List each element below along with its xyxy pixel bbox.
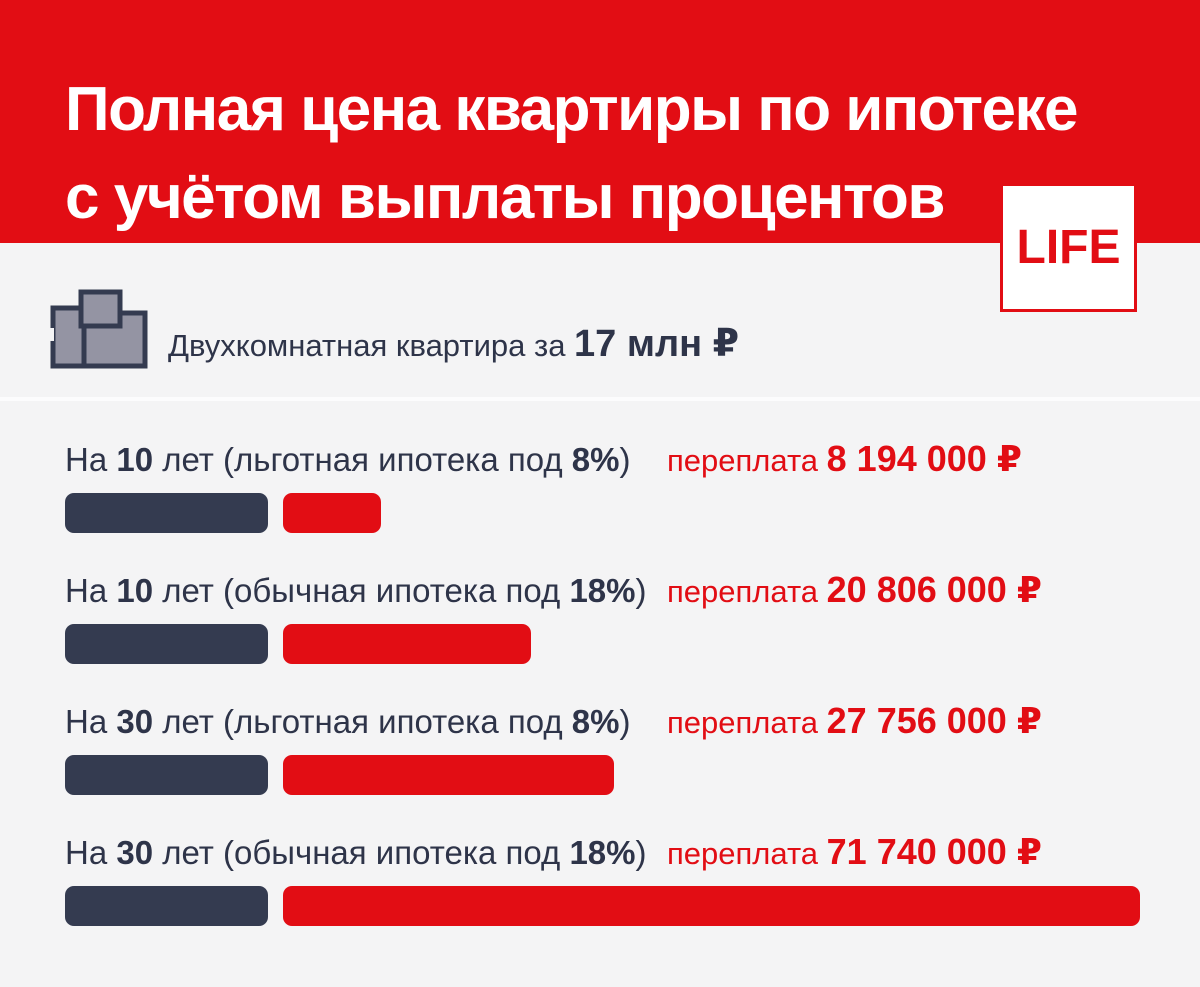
overpayment-bar bbox=[283, 624, 531, 664]
chart-row: На 30 лет (льготная ипотека под 8%) переп… bbox=[0, 699, 1200, 830]
overpayment-bar bbox=[283, 493, 381, 533]
overpay-label: переплата 8 194 000 ₽ bbox=[667, 438, 1022, 479]
life-logo: LIFE bbox=[1000, 183, 1137, 312]
principal-bar bbox=[65, 755, 268, 795]
header-band: Полная цена квартиры по ипотеке с учётом … bbox=[0, 0, 1200, 243]
row-label-text: На 30 лет (льготная ипотека под 8%) bbox=[65, 703, 631, 740]
chart-row: На 30 лет (обычная ипотека под 18%) переп… bbox=[0, 830, 1200, 961]
chart-row: На 10 лет (обычная ипотека под 18%) переп… bbox=[0, 568, 1200, 699]
overpayment-bar bbox=[283, 755, 614, 795]
row-label: На 30 лет (обычная ипотека под 18%) переп… bbox=[65, 830, 1185, 876]
row-label: На 10 лет (льготная ипотека под 8%) переп… bbox=[65, 437, 1185, 483]
overpay-label: переплата 27 756 000 ₽ bbox=[667, 700, 1042, 741]
subtitle-text: Двухкомнатная квартира за bbox=[168, 328, 575, 363]
buildings-icon bbox=[48, 289, 148, 374]
row-label-text: На 10 лет (обычная ипотека под 18%) bbox=[65, 572, 647, 609]
page-title-line1: Полная цена квартиры по ипотеке bbox=[65, 75, 1079, 144]
page-title-line2: с учётом выплаты процентов bbox=[65, 163, 946, 232]
life-logo-text: LIFE bbox=[1016, 221, 1121, 274]
row-label-text: На 10 лет (льготная ипотека под 8%) bbox=[65, 441, 631, 478]
row-label: На 30 лет (льготная ипотека под 8%) переп… bbox=[65, 699, 1185, 745]
principal-bar bbox=[65, 624, 268, 664]
bar-group bbox=[65, 493, 381, 533]
subtitle-price: 17 млн ₽ bbox=[574, 323, 740, 365]
section-divider bbox=[0, 397, 1200, 401]
subtitle: Двухкомнатная квартира за 17 млн ₽ bbox=[168, 322, 739, 368]
row-label-text: На 30 лет (обычная ипотека под 18%) bbox=[65, 834, 647, 871]
overpay-label: переплата 20 806 000 ₽ bbox=[667, 569, 1042, 610]
row-label: На 10 лет (обычная ипотека под 18%) переп… bbox=[65, 568, 1185, 614]
bar-group bbox=[65, 886, 1140, 926]
bar-group bbox=[65, 755, 614, 795]
overpayment-bar bbox=[283, 886, 1140, 926]
principal-bar bbox=[65, 493, 268, 533]
overpay-label: переплата 71 740 000 ₽ bbox=[667, 831, 1042, 872]
principal-bar bbox=[65, 886, 268, 926]
chart-row: На 10 лет (льготная ипотека под 8%) переп… bbox=[0, 437, 1200, 568]
page-title: Полная цена квартиры по ипотеке с учётом … bbox=[65, 66, 1079, 242]
bar-group bbox=[65, 624, 531, 664]
